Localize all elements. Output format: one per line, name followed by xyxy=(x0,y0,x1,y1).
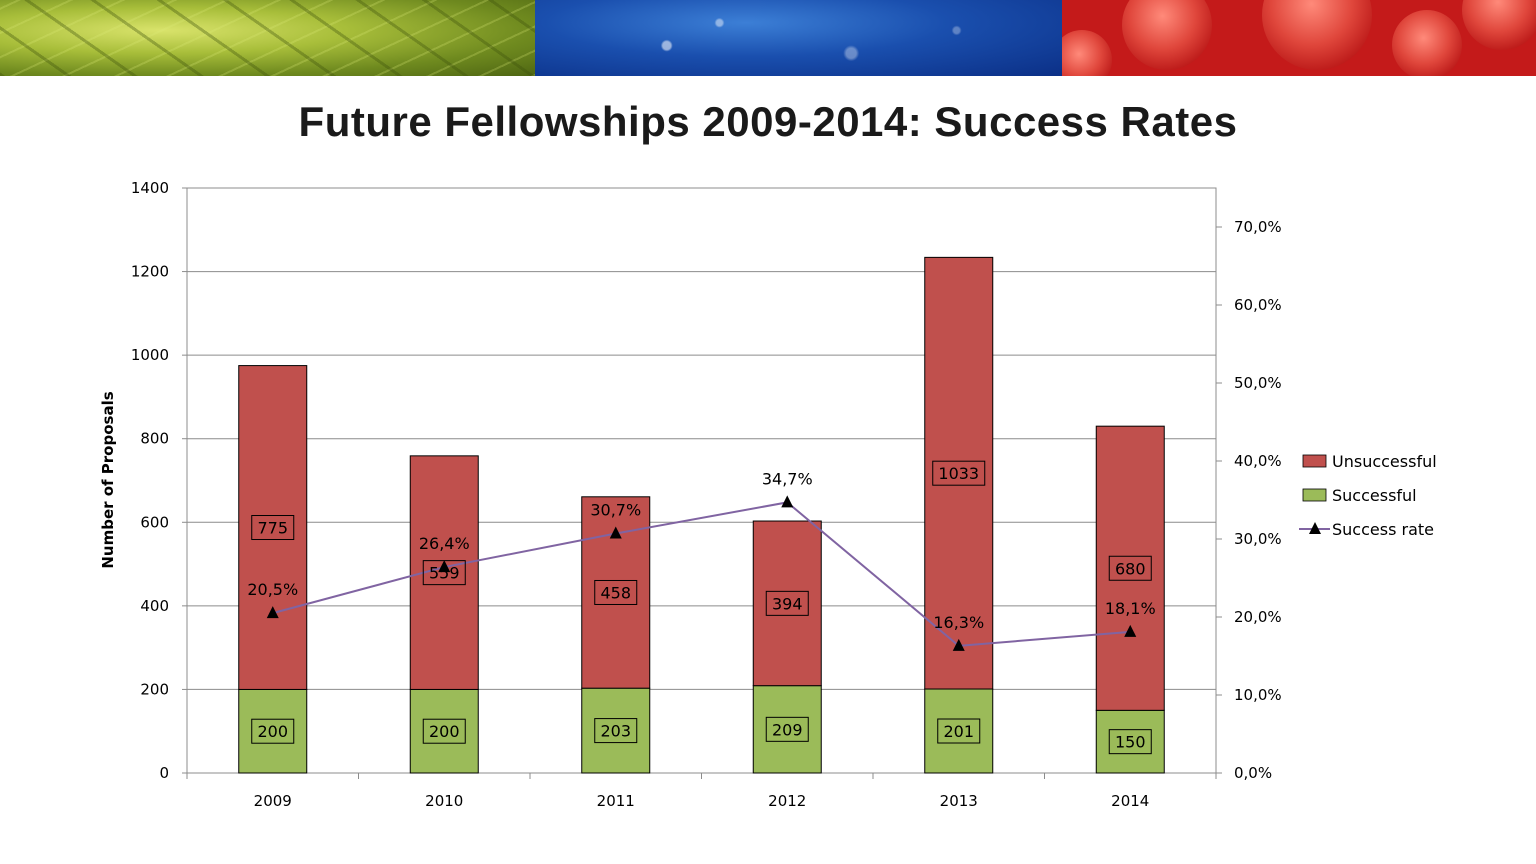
y-tick-label: 1400 xyxy=(131,179,169,197)
leaf-image xyxy=(0,0,535,76)
chart-title: Future Fellowships 2009-2014: Success Ra… xyxy=(298,98,1238,145)
legend-swatch xyxy=(1302,454,1327,468)
blood-cells-image xyxy=(1062,0,1536,76)
successful-value-label: 209 xyxy=(772,720,803,739)
y-tick-label: 200 xyxy=(140,680,169,698)
bar-unsuccessful xyxy=(752,520,822,687)
bar-successful xyxy=(1095,709,1165,774)
unsuccessful-value-label-box xyxy=(422,560,466,586)
legend-label: Successful xyxy=(1332,486,1417,505)
y2-tick-label: 50,0% xyxy=(1234,374,1282,392)
gridlines xyxy=(186,187,1217,774)
rate-value-label: 26,4% xyxy=(419,534,470,553)
unsuccessful-value-label-box xyxy=(251,515,295,541)
y2-tick-label: 20,0% xyxy=(1234,608,1282,626)
unsuccessful-value-label: 1033 xyxy=(938,464,979,483)
unsuccessful-value-label-box xyxy=(932,460,986,486)
y-tick-label: 800 xyxy=(140,430,169,448)
rate-value-label: 16,3% xyxy=(933,613,984,632)
y2-tick-label: 70,0% xyxy=(1234,218,1282,236)
successful-value-label: 200 xyxy=(257,722,288,741)
unsuccessful-value-label-box xyxy=(765,590,809,616)
successful-value-label-box xyxy=(1108,729,1152,755)
y-axis-label: Number of Proposals xyxy=(99,391,117,568)
successful-value-label-box xyxy=(937,718,981,744)
bar-successful xyxy=(409,688,479,774)
successful-value-label-box xyxy=(594,718,638,744)
unsuccessful-value-label: 680 xyxy=(1115,559,1146,578)
unsuccessful-value-label: 458 xyxy=(600,583,631,602)
rate-value-label: 30,7% xyxy=(590,501,641,520)
x-tick-label: 2012 xyxy=(768,792,806,810)
x-tick-label: 2011 xyxy=(597,792,635,810)
successful-value-label-box xyxy=(765,716,809,742)
y2-tick-label: 0,0% xyxy=(1234,764,1272,782)
bar-unsuccessful xyxy=(1095,425,1165,711)
bar-unsuccessful xyxy=(238,365,308,690)
rate-marker xyxy=(952,638,965,651)
successful-value-label: 200 xyxy=(429,722,460,741)
bar-successful xyxy=(752,685,822,774)
y2-tick-label: 10,0% xyxy=(1234,686,1282,704)
header-banner xyxy=(0,0,1536,76)
unsuccessful-value-label-box xyxy=(1108,555,1152,581)
water-image xyxy=(535,0,1062,76)
legend-marker xyxy=(1309,522,1321,534)
successful-value-label-box xyxy=(422,718,466,744)
y2-tick-label: 30,0% xyxy=(1234,530,1282,548)
x-tick-label: 2014 xyxy=(1111,792,1149,810)
bars xyxy=(238,256,1165,774)
y2-tick-label: 60,0% xyxy=(1234,296,1282,314)
axes: 0 200 400 600 800 1000 1200 1400 0,0% 10,0% 20,0% 3… xyxy=(131,179,1282,810)
rate-marker xyxy=(438,560,451,573)
rate-value-label: 18,1% xyxy=(1105,599,1156,618)
y-tick-label: 400 xyxy=(140,597,169,615)
unsuccessful-value-label-box xyxy=(594,579,638,605)
y2-tick-label: 40,0% xyxy=(1234,452,1282,470)
bar-successful xyxy=(924,688,994,774)
unsuccessful-value-label: 775 xyxy=(257,519,288,538)
successful-value-label: 201 xyxy=(943,722,974,741)
rate-marker xyxy=(609,526,622,539)
rate-line xyxy=(272,501,1131,647)
y-tick-label: 1000 xyxy=(131,346,169,364)
unsuccessful-value-label: 394 xyxy=(772,594,803,613)
y-tick-label: 600 xyxy=(140,513,169,531)
success-rate-line xyxy=(266,495,1137,651)
x-tick-label: 2009 xyxy=(254,792,292,810)
rate-marker xyxy=(266,606,279,619)
unsuccessful-value-label: 559 xyxy=(429,564,460,583)
successful-value-label-box xyxy=(251,718,295,744)
legend-swatch xyxy=(1302,488,1327,502)
bar-successful xyxy=(581,687,651,774)
rate-marker xyxy=(781,495,794,508)
rate-value-label: 20,5% xyxy=(247,580,298,599)
bar-unsuccessful xyxy=(924,256,994,690)
legend-label: Unsuccessful xyxy=(1332,452,1437,471)
successful-value-label: 150 xyxy=(1115,733,1146,752)
y-tick-label: 0 xyxy=(159,764,169,782)
x-tick-label: 2013 xyxy=(940,792,978,810)
rate-value-label: 34,7% xyxy=(762,469,813,488)
legend: Unsuccessful Successful Success rate xyxy=(1299,452,1437,539)
successful-value-label: 203 xyxy=(600,722,631,741)
data-labels: 200 775 200 559 203 458 209 394 201 1033 150 680 20,… xyxy=(247,460,1156,755)
x-tick-label: 2010 xyxy=(425,792,463,810)
rate-marker xyxy=(1124,624,1137,637)
y-tick-label: 1200 xyxy=(131,263,169,281)
plot-frame xyxy=(186,187,1217,774)
legend-label: Success rate xyxy=(1332,520,1434,539)
